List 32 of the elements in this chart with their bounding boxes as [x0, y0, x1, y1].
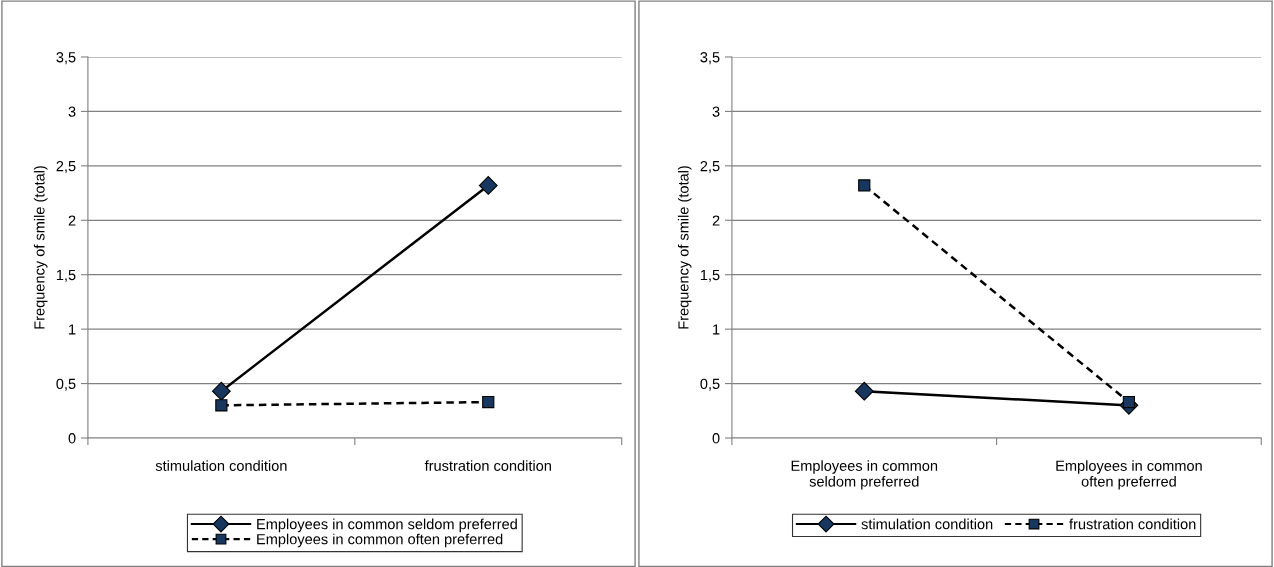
x-tick-label: Employees in common often preferred	[1056, 460, 1202, 490]
legend-label: Employees in common often preferred	[257, 533, 503, 548]
point	[215, 399, 228, 412]
y-tick-label: 0	[68, 433, 76, 444]
y-tick-label: 1,5	[56, 269, 76, 282]
y-tick-label: 0	[712, 433, 720, 444]
legend-label: Employees in common seldom preferred	[257, 518, 517, 533]
y-tick-label: 3	[68, 106, 76, 117]
x-tick-label: Employees in common seldom preferred	[791, 460, 938, 490]
y-tick-label: 2,5	[56, 160, 76, 173]
y-tick-label: 1,5	[700, 269, 720, 282]
point	[478, 176, 498, 195]
legend-label: stimulation condition	[861, 518, 993, 530]
x-tick-label: frustration condition	[424, 460, 551, 471]
point	[482, 395, 495, 409]
point	[854, 381, 874, 401]
y-tick-label: 3,5	[700, 52, 720, 65]
y-axis-title: Frequency of smile (total)	[33, 166, 48, 329]
x-tick-label: stimulation condition	[155, 460, 287, 471]
y-tick-label: 0,5	[56, 378, 76, 391]
y-tick-label: 3	[712, 106, 720, 117]
point	[211, 381, 231, 401]
y-tick-label: 0,5	[700, 378, 720, 391]
y-tick-label: 2	[712, 215, 720, 226]
y-tick-label: 2	[68, 215, 76, 226]
y-tick-label: 3,5	[56, 52, 76, 65]
y-tick-label: 2,5	[700, 160, 720, 173]
y-tick-label: 1	[713, 324, 720, 335]
point	[858, 179, 871, 192]
y-tick-label: 1	[69, 324, 76, 335]
legend-label: frustration condition	[1069, 518, 1196, 530]
y-axis-title: Frequency of smile (total)	[677, 166, 692, 329]
